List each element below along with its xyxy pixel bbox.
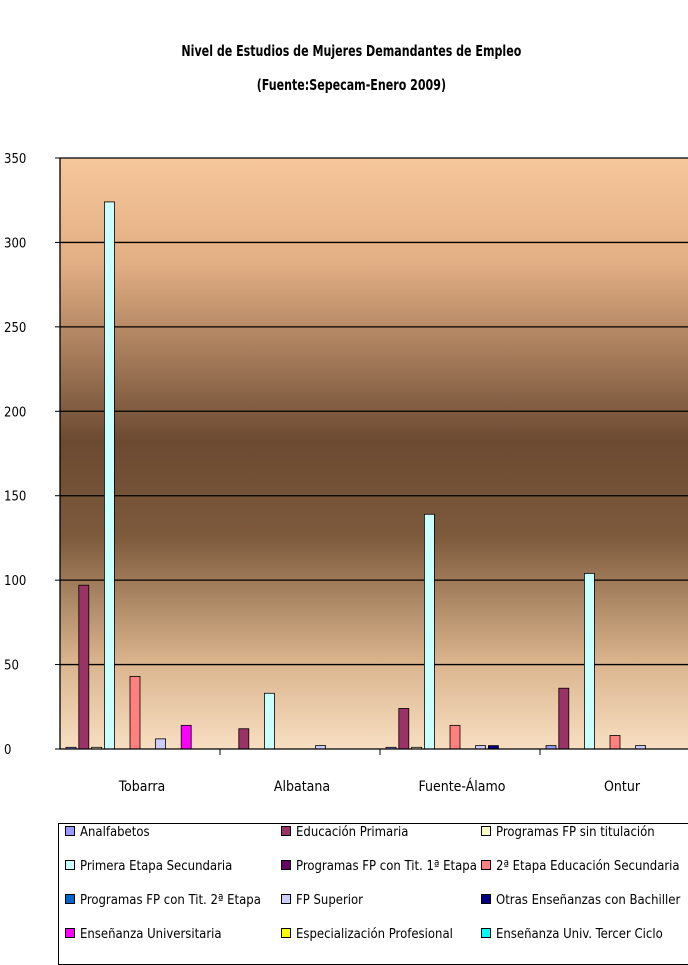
bar	[423, 513, 435, 750]
y-tick-label: 300	[4, 236, 26, 251]
legend-label: Especialización Profesional	[296, 927, 453, 942]
bar	[398, 708, 410, 750]
bar	[584, 572, 595, 750]
bar	[78, 584, 90, 750]
legend-label: Analfabetos	[80, 825, 150, 840]
bar	[558, 687, 570, 750]
legend-item: Educación Primaria	[281, 825, 408, 840]
legend-item: Enseñanza Universitaria	[65, 927, 222, 942]
legend-swatch	[281, 860, 291, 870]
legend-swatch	[481, 928, 491, 938]
legend-item: Otras Enseñanzas con Bachiller	[481, 893, 680, 908]
legend-item: Programas FP con Tit. 1ª Etapa	[281, 859, 477, 874]
x-tick-label: Albatana	[274, 779, 330, 795]
x-tick-label: Fuente-Álamo	[419, 778, 506, 795]
legend-item: FP Superior	[281, 893, 363, 908]
legend-swatch	[281, 826, 291, 836]
bar	[129, 675, 141, 750]
y-tick-label: 100	[4, 574, 26, 589]
plot-background	[60, 158, 688, 749]
y-tick-label: 50	[4, 659, 19, 674]
legend-item: Enseñanza Univ. Tercer Ciclo	[481, 927, 663, 942]
y-tick-label: 250	[4, 321, 26, 336]
x-tick-label: Tobarra	[118, 779, 166, 795]
legend-label: Enseñanza Univ. Tercer Ciclo	[496, 927, 663, 942]
legend-swatch	[65, 894, 75, 904]
y-tick-label: 0	[4, 743, 11, 758]
legend-label: Programas FP con Tit. 2ª Etapa	[80, 893, 261, 908]
legend-label: Programas FP con Tit. 1ª Etapa	[296, 859, 477, 874]
chart-subtitle: (Fuente:Sepecam-Enero 2009)	[256, 76, 447, 94]
legend-label: 2ª Etapa Educación Secundaria	[496, 859, 680, 874]
bar	[609, 735, 621, 750]
gridlines	[60, 157, 688, 666]
y-tick-label: 200	[4, 405, 26, 420]
legend-label: Programas FP sin titulación	[496, 825, 655, 840]
bar	[155, 738, 167, 750]
legend-swatch	[65, 860, 75, 870]
legend-label: Otras Enseñanzas con Bachiller	[496, 893, 681, 908]
legend-item: Primera Etapa Secundaria	[65, 859, 232, 874]
legend-swatch	[65, 826, 75, 836]
legend-item: Analfabetos	[65, 825, 150, 840]
legend-label: Enseñanza Universitaria	[80, 927, 222, 942]
bar	[238, 728, 250, 750]
legend-swatch	[281, 894, 291, 904]
legend-swatch	[481, 894, 491, 904]
y-tick-label: 150	[4, 490, 26, 505]
bar	[104, 201, 115, 750]
bar	[449, 724, 461, 750]
legend-label: FP Superior	[296, 893, 363, 908]
legend-label: Educación Primaria	[296, 825, 409, 840]
y-tick-label: 350	[4, 152, 26, 167]
legend-item: 2ª Etapa Educación Secundaria	[481, 859, 680, 874]
legend-label: Primera Etapa Secundaria	[80, 859, 233, 874]
x-tick-label: Ontur	[604, 779, 641, 795]
legend-item: Programas FP con Tit. 2ª Etapa	[65, 893, 261, 908]
legend-item: Programas FP sin titulación	[481, 825, 655, 840]
legend-swatch	[65, 928, 75, 938]
bars	[65, 201, 646, 750]
legend-swatch	[481, 860, 491, 870]
legend-swatch	[481, 826, 491, 836]
chart-title: Nivel de Estudios de Mujeres Demandantes…	[181, 42, 522, 60]
bar	[263, 692, 275, 750]
chart-plot: 0 50 100 150 200 250 300 350 Tobarra Albatana Fuen…	[4, 152, 688, 795]
legend: Analfabetos Educación Primaria Programas F…	[58, 823, 688, 965]
axes: 0 50 100 150 200 250 300 350 Tobarra Albatana Fuen…	[4, 152, 688, 795]
legend-swatch	[281, 928, 291, 938]
bar	[180, 724, 192, 750]
legend-item: Especialización Profesional	[281, 927, 453, 942]
